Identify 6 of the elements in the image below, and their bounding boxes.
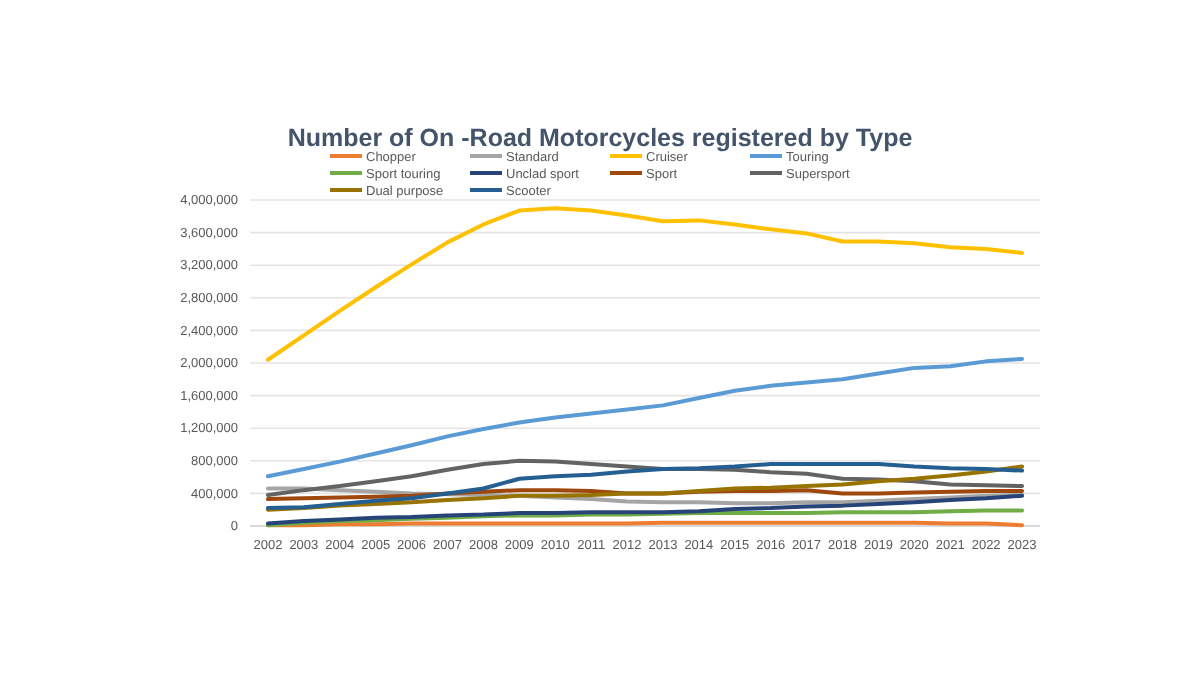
line-series xyxy=(265,206,1025,362)
line-series xyxy=(265,508,1025,528)
line-series xyxy=(265,493,1025,526)
line-series xyxy=(265,356,1025,479)
line-series xyxy=(265,458,1025,498)
chart-title: Number of On -Road Motorcycles registered by Type xyxy=(287,124,913,152)
